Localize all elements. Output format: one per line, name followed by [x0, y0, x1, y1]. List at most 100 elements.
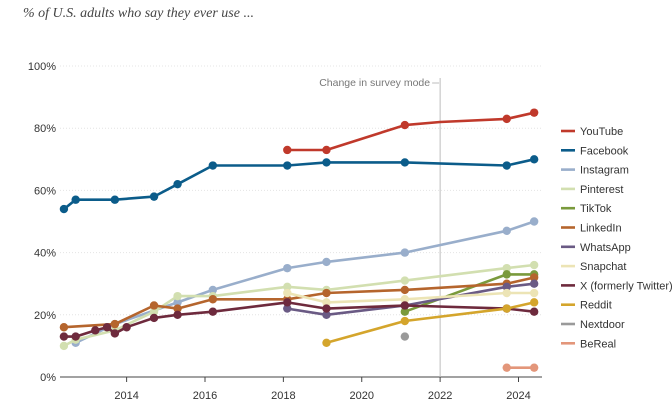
- facebook-point: [283, 161, 292, 170]
- nextdoor-point: [400, 332, 410, 341]
- youtube-point: [400, 120, 410, 130]
- pinterest-point: [149, 307, 159, 316]
- reddit-point: [529, 298, 539, 307]
- series-lines: [59, 108, 539, 372]
- series-reddit: [322, 298, 539, 347]
- pinterest-point: [529, 260, 539, 270]
- whatsapp-point: [322, 310, 331, 319]
- x-formerly-twitter-point: [400, 301, 410, 310]
- pinterest-point: [283, 282, 292, 292]
- tiktok-point: [502, 270, 511, 279]
- x-formerly-twitter-point: [529, 307, 539, 316]
- legend: YouTube Facebook Instagram Pinterest TikTok L…: [561, 126, 672, 350]
- legend-label-instagram: Instagram: [580, 165, 629, 177]
- x-formerly-twitter-point: [283, 298, 292, 307]
- reddit-point: [502, 304, 511, 313]
- legend-label-youtube: YouTube: [580, 126, 623, 138]
- facebook-point: [110, 195, 120, 204]
- instagram-point: [283, 263, 292, 273]
- chart-subtitle: % of U.S. adults who say they ever use .…: [23, 6, 254, 21]
- y-tick-label: 0%: [40, 372, 56, 384]
- x-formerly-twitter-point: [208, 307, 218, 316]
- series-bereal: [502, 363, 539, 372]
- facebook-line: [63, 158, 535, 211]
- x-tick-label: 2020: [349, 390, 373, 402]
- youtube-point: [283, 145, 292, 155]
- x-formerly-twitter-point: [102, 323, 112, 332]
- series-nextdoor: [400, 332, 410, 341]
- snapchat-point: [502, 288, 511, 298]
- x-formerly-twitter-point: [322, 304, 331, 313]
- x-formerly-twitter-point: [149, 313, 159, 323]
- legend-label-linkedin: LinkedIn: [580, 223, 622, 235]
- tiktok-point: [400, 307, 410, 316]
- whatsapp-point: [283, 304, 292, 313]
- legend-label-x-formerly-twitter: X (formerly Twitter): [580, 280, 672, 292]
- survey-mode-marker: Change in survey mode: [319, 77, 441, 377]
- linkedin-point: [400, 285, 410, 295]
- x-tick-label: 2018: [271, 390, 295, 402]
- y-tick-label: 40%: [34, 248, 56, 260]
- reddit-point: [322, 338, 331, 347]
- instagram-point: [400, 248, 410, 257]
- snapchat-point: [322, 298, 331, 307]
- youtube-point: [322, 145, 331, 155]
- reddit-point: [400, 316, 410, 326]
- legend-label-tiktok: TikTok: [580, 203, 612, 215]
- youtube-point: [529, 108, 539, 117]
- instagram-point: [173, 298, 182, 307]
- facebook-point: [502, 161, 511, 170]
- linkedin-point: [322, 288, 331, 298]
- legend-label-facebook: Facebook: [580, 145, 629, 157]
- pinterest-point: [59, 341, 69, 351]
- youtube-point: [502, 114, 511, 124]
- x-tick-label: 2016: [193, 390, 217, 402]
- facebook-point: [400, 158, 410, 167]
- x-formerly-twitter-point: [173, 310, 182, 319]
- x-tick-label: 2014: [114, 390, 138, 402]
- snapchat-point: [400, 295, 410, 304]
- y-tick-label: 60%: [34, 185, 56, 197]
- facebook-point: [208, 161, 218, 170]
- instagram-point: [502, 226, 511, 236]
- legend-label-reddit: Reddit: [580, 300, 612, 312]
- legend-label-bereal: BeReal: [580, 338, 616, 350]
- x-formerly-twitter-point: [59, 332, 69, 341]
- linkedin-line: [63, 276, 535, 329]
- linkedin-point: [59, 323, 69, 332]
- y-tick-label: 20%: [34, 310, 56, 322]
- mode-change-annotation: Change in survey mode: [319, 77, 430, 89]
- x-tick-label: 2022: [428, 390, 452, 402]
- instagram-point: [529, 217, 539, 226]
- pinterest-point: [400, 276, 410, 285]
- bereal-point: [502, 363, 511, 372]
- linkedin-point: [208, 295, 218, 304]
- facebook-point: [322, 158, 331, 167]
- bereal-point: [529, 363, 539, 372]
- legend-label-nextdoor: Nextdoor: [580, 319, 625, 331]
- linkedin-point: [173, 304, 182, 313]
- legend-label-whatsapp: WhatsApp: [580, 242, 631, 254]
- pinterest-point: [173, 291, 182, 301]
- x-formerly-twitter-point: [71, 332, 80, 341]
- instagram-point: [208, 285, 218, 295]
- youtube-line: [287, 111, 535, 152]
- reddit-line: [326, 301, 535, 345]
- facebook-point: [529, 155, 539, 164]
- snapchat-point: [529, 288, 539, 298]
- legend-label-pinterest: Pinterest: [580, 184, 623, 196]
- y-tick-label: 80%: [34, 123, 56, 135]
- series-youtube: [283, 108, 539, 155]
- facebook-point: [71, 195, 80, 204]
- x-formerly-twitter-point: [110, 329, 120, 338]
- linkedin-point: [529, 273, 539, 282]
- instagram-line: [75, 220, 535, 344]
- pinterest-point: [502, 263, 511, 273]
- legend-label-snapchat: Snapchat: [580, 261, 626, 273]
- y-tick-label: 100%: [28, 61, 56, 73]
- linkedin-point: [110, 319, 120, 329]
- whatsapp-point: [529, 279, 539, 288]
- x-formerly-twitter-line: [63, 301, 535, 338]
- whatsapp-point: [502, 282, 511, 292]
